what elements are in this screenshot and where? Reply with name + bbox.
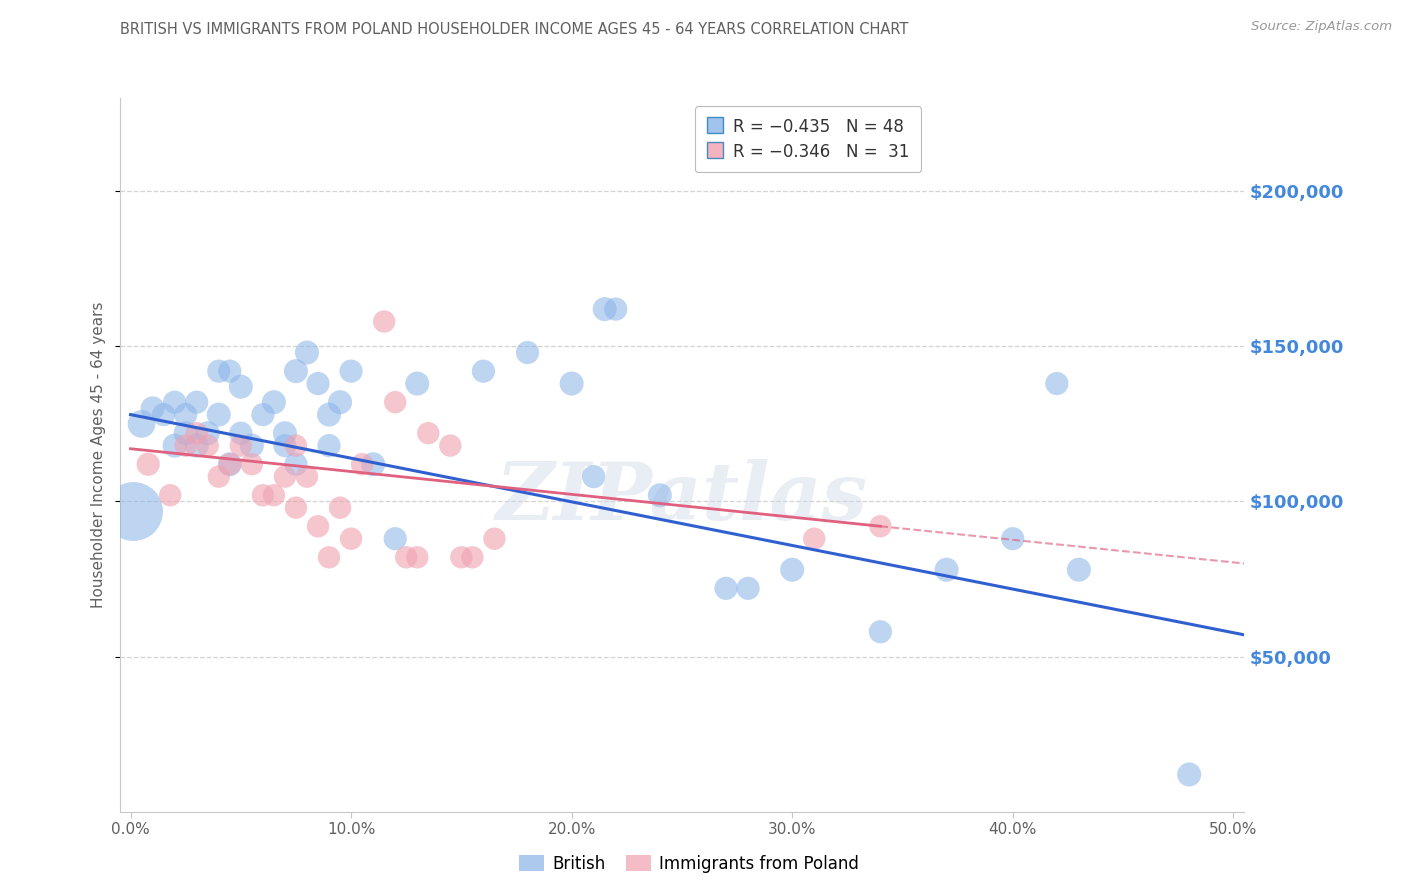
Point	[516, 345, 538, 359]
Point	[461, 550, 484, 565]
Point	[174, 426, 197, 441]
Point	[737, 582, 759, 596]
Point	[1001, 532, 1024, 546]
Y-axis label: Householder Income Ages 45 - 64 years: Householder Income Ages 45 - 64 years	[91, 301, 107, 608]
Text: Source: ZipAtlas.com: Source: ZipAtlas.com	[1251, 20, 1392, 33]
Point	[307, 376, 329, 391]
Point	[361, 457, 384, 471]
Point	[803, 532, 825, 546]
Point	[318, 550, 340, 565]
Point	[159, 488, 181, 502]
Point	[484, 532, 506, 546]
Point	[263, 488, 285, 502]
Point	[208, 408, 231, 422]
Point	[406, 376, 429, 391]
Point	[284, 500, 307, 515]
Point	[329, 500, 352, 515]
Point	[284, 364, 307, 378]
Point	[174, 439, 197, 453]
Point	[329, 395, 352, 409]
Point	[1178, 767, 1201, 781]
Point	[869, 519, 891, 533]
Point	[406, 550, 429, 565]
Point	[472, 364, 495, 378]
Point	[274, 439, 297, 453]
Text: ZIPatlas: ZIPatlas	[496, 459, 868, 536]
Point	[142, 401, 165, 416]
Point	[240, 457, 263, 471]
Point	[384, 395, 406, 409]
Point	[318, 408, 340, 422]
Point	[450, 550, 472, 565]
Point	[229, 379, 252, 393]
Point	[152, 408, 174, 422]
Point	[252, 408, 274, 422]
Point	[780, 563, 803, 577]
Text: BRITISH VS IMMIGRANTS FROM POLAND HOUSEHOLDER INCOME AGES 45 - 64 YEARS CORRELAT: BRITISH VS IMMIGRANTS FROM POLAND HOUSEH…	[120, 22, 908, 37]
Point	[593, 302, 616, 317]
Point	[163, 395, 186, 409]
Point	[318, 439, 340, 453]
Point	[373, 314, 395, 328]
Point	[121, 504, 143, 518]
Point	[208, 469, 231, 483]
Point	[274, 469, 297, 483]
Point	[229, 439, 252, 453]
Legend: R = −0.435   N = 48, R = −0.346   N =  31: R = −0.435 N = 48, R = −0.346 N = 31	[695, 106, 921, 172]
Point	[284, 457, 307, 471]
Point	[274, 426, 297, 441]
Point	[240, 439, 263, 453]
Point	[561, 376, 583, 391]
Point	[218, 364, 240, 378]
Point	[340, 532, 363, 546]
Point	[284, 439, 307, 453]
Point	[582, 469, 605, 483]
Point	[174, 408, 197, 422]
Point	[714, 582, 737, 596]
Point	[197, 439, 219, 453]
Point	[648, 488, 671, 502]
Point	[439, 439, 461, 453]
Point	[197, 426, 219, 441]
Point	[263, 395, 285, 409]
Point	[136, 457, 159, 471]
Point	[186, 426, 208, 441]
Point	[218, 457, 240, 471]
Point	[307, 519, 329, 533]
Point	[418, 426, 440, 441]
Point	[131, 417, 153, 431]
Point	[1046, 376, 1069, 391]
Point	[295, 345, 318, 359]
Point	[186, 395, 208, 409]
Point	[218, 457, 240, 471]
Point	[1067, 563, 1090, 577]
Legend: British, Immigrants from Poland: British, Immigrants from Poland	[512, 848, 866, 880]
Point	[186, 439, 208, 453]
Point	[352, 457, 374, 471]
Point	[208, 364, 231, 378]
Point	[163, 439, 186, 453]
Point	[935, 563, 957, 577]
Point	[605, 302, 627, 317]
Point	[252, 488, 274, 502]
Point	[295, 469, 318, 483]
Point	[869, 624, 891, 639]
Point	[395, 550, 418, 565]
Point	[340, 364, 363, 378]
Point	[384, 532, 406, 546]
Point	[229, 426, 252, 441]
